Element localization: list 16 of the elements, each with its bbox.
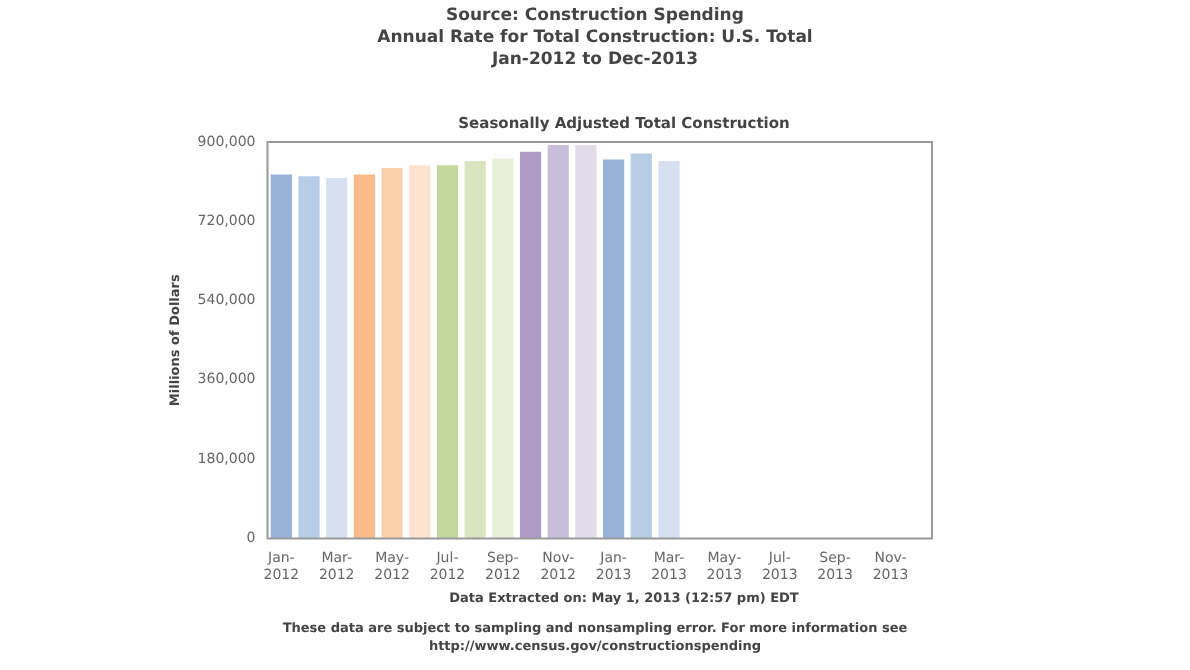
bar [547, 145, 569, 539]
bar [436, 165, 459, 539]
chart-title: Source: Construction Spending Annual Rate for Total Construction: U.S. Total Jan-2012 to Dec-2013 [375, 6, 815, 72]
bar [492, 158, 514, 539]
bar [630, 153, 652, 539]
bar [298, 176, 320, 539]
bar [575, 145, 597, 539]
bar [409, 165, 431, 539]
bar [658, 160, 680, 539]
bar [381, 167, 403, 539]
bar [326, 178, 348, 539]
bar [464, 160, 486, 539]
bar [603, 159, 625, 539]
bar [519, 151, 542, 539]
bar [353, 174, 375, 539]
bar [270, 174, 292, 539]
